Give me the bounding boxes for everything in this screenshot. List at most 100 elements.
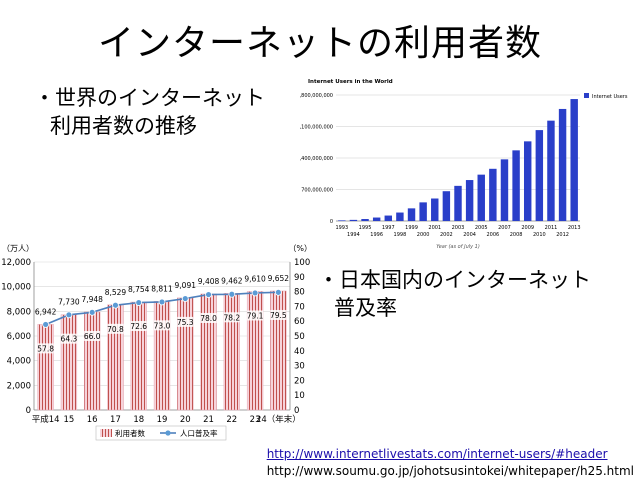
japan-x-tick-label: 23 (250, 415, 261, 425)
japan-bar-value-label: 9,408 (198, 277, 220, 286)
japan-y-right-unit: （%） (288, 244, 312, 253)
japan-bar-value-label: 9,462 (221, 276, 243, 285)
japan-y-tick-label: 0 (26, 406, 31, 416)
world-x-tick-label: 1993 (335, 225, 348, 231)
japan-y-right-tick-label: 30 (294, 362, 305, 372)
japan-bar-value-label: 9,091 (175, 281, 197, 290)
japan-line-label-bg (247, 310, 264, 321)
japan-x-tick-label: 24（年末） (256, 414, 301, 425)
world-bar (454, 185, 462, 221)
japan-line-label-bg (223, 312, 240, 323)
japan-y-tick-label: 12,000 (1, 258, 31, 268)
bullet-world: ・世界のインターネット 利用者数の推移 (34, 84, 265, 140)
japan-line-label-bg (60, 333, 77, 344)
world-x-tick-label: 2010 (533, 232, 546, 238)
source-links: http://www.internetlivestats.com/interne… (267, 446, 634, 480)
japan-line-label-bg (84, 330, 101, 341)
japan-bar-value-label: 8,529 (105, 288, 127, 297)
world-y-tick-label: 2,800,000,000 (300, 93, 333, 99)
world-x-tick-label: 2005 (475, 225, 488, 231)
world-bar (465, 180, 474, 221)
japan-y-right-tick-label: 100 (294, 258, 310, 268)
japan-y-right-tick-label: 50 (294, 332, 305, 342)
japan-line-label-bg (154, 320, 170, 331)
world-bar (500, 159, 509, 221)
japan-y-tick-label: 10,000 (1, 283, 31, 293)
japan-y-left-unit: （万人） (2, 244, 34, 253)
world-x-tick-label: 2007 (498, 225, 511, 231)
source-link-internetlivestats[interactable]: http://www.internetlivestats.com/interne… (266, 447, 608, 461)
japan-y-right-tick-label: 70 (294, 302, 305, 312)
japan-x-tick-label: 15 (63, 415, 74, 425)
japan-line-marker (228, 290, 236, 298)
world-chart-title: Internet Users in the World (308, 79, 393, 85)
japan-line-value-label: 73.0 (154, 321, 171, 330)
world-bar (477, 174, 485, 221)
japan-x-tick-label: 20 (180, 415, 191, 425)
world-x-tick-label: 2012 (556, 232, 569, 238)
japan-x-tick-label: 平成14 (32, 414, 60, 425)
japan-line-label-bg (270, 309, 287, 320)
world-x-tick-label: 2002 (440, 232, 453, 238)
japan-y-tick-label: 4,000 (7, 357, 31, 367)
japan-bar (107, 304, 124, 411)
japan-x-tick-label: 18 (133, 415, 144, 425)
japan-bar (37, 324, 54, 411)
japan-bar (270, 290, 287, 411)
japan-line-value-label: 72.6 (130, 322, 147, 331)
japan-y-right-tick-label: 90 (294, 273, 305, 283)
japan-line-marker (65, 311, 73, 319)
japan-bar (130, 301, 147, 411)
world-bar (407, 208, 416, 221)
japan-bar-value-label: 8,754 (128, 285, 150, 294)
bullet-japan-line2: 普及率 (334, 296, 397, 320)
japan-line-value-label: 64.3 (61, 335, 78, 344)
world-x-axis-label: Year (as of July 1) (436, 244, 480, 250)
japan-line-label-bg (177, 316, 194, 327)
japan-line-marker (251, 289, 259, 297)
world-x-tick-label: 1996 (370, 232, 383, 238)
world-x-tick-label: 2000 (417, 232, 430, 238)
japan-y-tick-label: 8,000 (7, 307, 31, 317)
world-legend-swatch (584, 93, 589, 98)
japan-line-value-label: 78.0 (200, 314, 217, 323)
japan-line-value-label: 78.2 (223, 313, 240, 322)
japan-legend-bar-label: 利用者数 (115, 428, 145, 438)
japan-y-tick-label: 6,000 (7, 332, 31, 342)
japan-x-tick-label: 22 (226, 415, 237, 425)
japan-line-label-bg (37, 343, 54, 354)
world-bar (535, 130, 544, 221)
japan-bar (223, 293, 240, 411)
world-bar (570, 99, 578, 221)
japan-line-marker (42, 321, 50, 328)
world-y-tick-label: 700,000,000 (301, 188, 333, 194)
japan-line-label-bg (107, 323, 124, 334)
japan-line-label-bg (130, 321, 147, 332)
japan-line-marker (135, 299, 143, 306)
world-x-tick-label: 2003 (452, 225, 465, 231)
world-bar (523, 141, 532, 221)
japan-y-right-tick-label: 20 (294, 376, 305, 386)
world-bar (419, 202, 427, 221)
world-bar (431, 198, 439, 221)
world-y-tick-label: 2,100,000,000 (300, 125, 333, 131)
japan-y-right-tick-label: 60 (294, 317, 305, 327)
world-x-tick-label: 2004 (463, 232, 476, 238)
world-x-tick-label: 1995 (359, 225, 372, 231)
japan-x-tick-label: 17 (110, 415, 121, 425)
world-x-tick-label: 1999 (405, 225, 418, 231)
world-bar (372, 217, 381, 221)
japan-line-marker (112, 301, 119, 309)
japan-y-tick-label: 2,000 (7, 381, 31, 391)
japan-bar-value-label: 6,942 (35, 307, 57, 316)
bullet-japan-line1: ・日本国内のインターネット (318, 268, 591, 292)
world-bar (489, 168, 497, 221)
source-link-soumu: http://www.soumu.go.jp/johotsusintokei/w… (266, 464, 634, 478)
slide-title: インターネットの利用者数 (97, 23, 542, 64)
japan-line-label-bg (200, 312, 217, 323)
japan-bar (200, 293, 217, 411)
japan-bar-value-label: 7,948 (81, 295, 103, 304)
world-bar (361, 219, 369, 221)
japan-line-value-label: 75.3 (177, 318, 194, 327)
japan-internet-users-chart: （万人） （%） 0 2,000 4,000 6,000 8,000 10,000 12,000… (1, 244, 312, 441)
